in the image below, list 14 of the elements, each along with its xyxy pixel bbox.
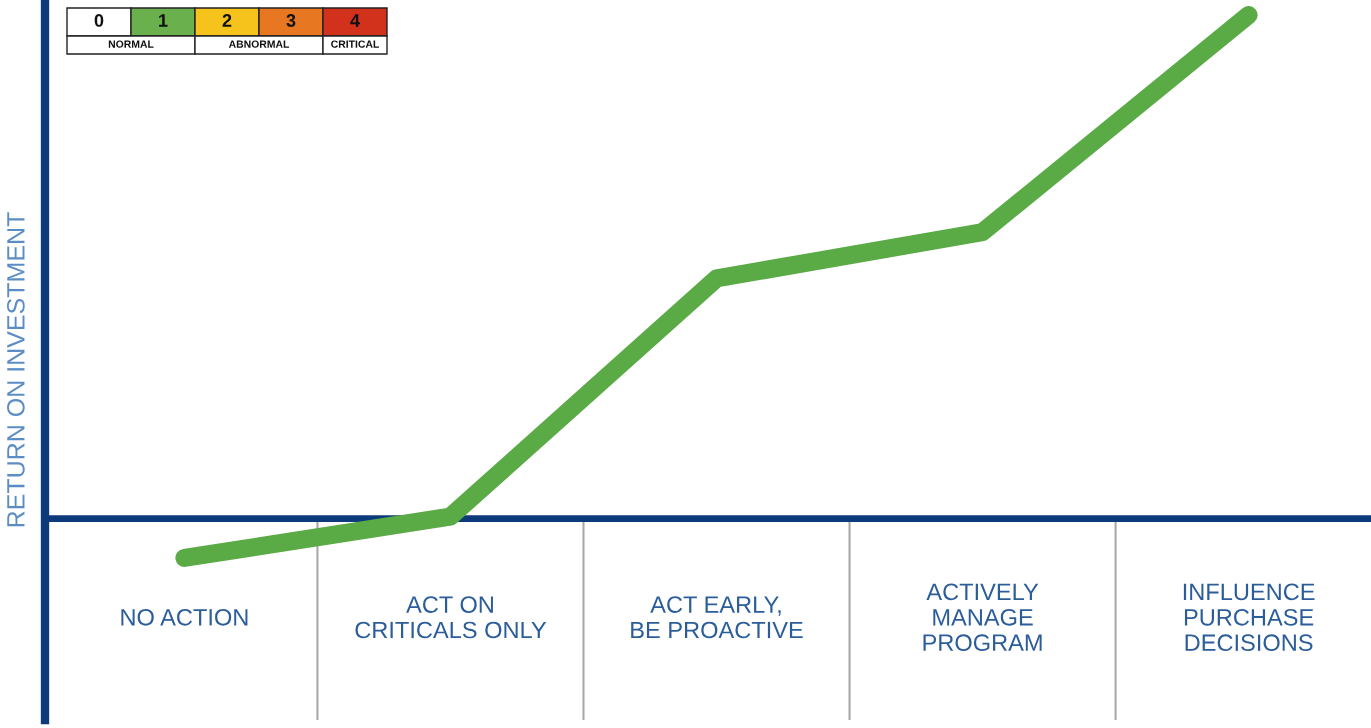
annotation: ABNORMAL	[228, 40, 290, 48]
x-tick-label: NO ACTION	[121, 608, 248, 626]
annotation: CRITICAL	[331, 40, 379, 48]
annotation: 1	[159, 14, 168, 27]
annotation: NORMAL	[108, 40, 154, 48]
x-tick-label: ACTIVELY MANAGE PROGRAM	[923, 583, 1042, 652]
x-tick-label: INFLUENCE PURCHASE DECISIONS	[1183, 583, 1315, 652]
annotation: 0	[94, 14, 104, 27]
x-tick-label: ACT ON CRITICALS ONLY	[355, 596, 547, 639]
annotation: 4	[350, 14, 360, 27]
y-axis-title: RETURN ON INVESTMENT	[7, 212, 25, 527]
annotation: 2	[222, 14, 232, 27]
annotation: 3	[286, 14, 296, 27]
x-tick-label: ACT EARLY, BE PROACTIVE	[631, 596, 803, 639]
